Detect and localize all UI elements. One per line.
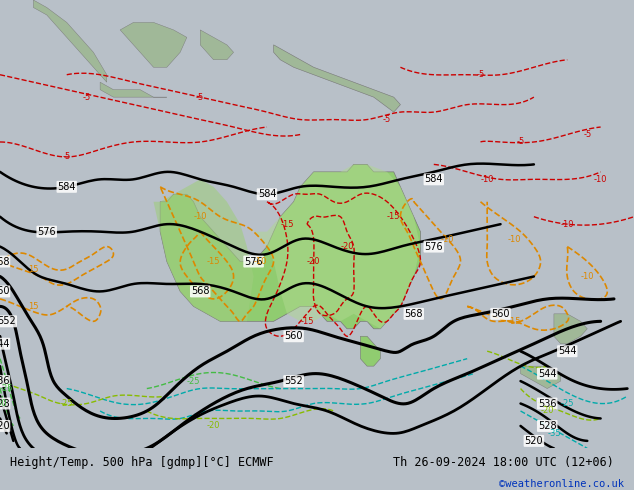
Text: -15: -15 xyxy=(301,317,314,326)
Polygon shape xyxy=(200,30,233,60)
Polygon shape xyxy=(360,336,380,366)
Text: 584: 584 xyxy=(58,182,76,192)
Text: -5: -5 xyxy=(517,138,525,147)
Text: 536: 536 xyxy=(0,376,10,386)
Text: 544: 544 xyxy=(538,368,557,379)
Polygon shape xyxy=(554,314,587,344)
Text: -5: -5 xyxy=(63,152,71,161)
Text: 560: 560 xyxy=(285,331,303,341)
Text: 552: 552 xyxy=(284,376,303,386)
Text: 560: 560 xyxy=(491,309,510,319)
Text: -10: -10 xyxy=(441,235,454,244)
Text: -20: -20 xyxy=(541,407,554,416)
Text: -10: -10 xyxy=(193,212,207,221)
Text: 536: 536 xyxy=(538,398,557,409)
Text: -15: -15 xyxy=(387,212,401,221)
Text: -20: -20 xyxy=(340,242,354,251)
Text: -15: -15 xyxy=(280,220,294,229)
Text: -10: -10 xyxy=(581,272,594,281)
Text: -35: -35 xyxy=(547,429,560,438)
Text: -5: -5 xyxy=(476,70,484,79)
Text: -10: -10 xyxy=(560,220,574,229)
Text: 568: 568 xyxy=(404,309,423,319)
Text: -5: -5 xyxy=(583,130,592,139)
Text: -20: -20 xyxy=(207,421,220,430)
Text: Th 26-09-2024 18:00 UTC (12+06): Th 26-09-2024 18:00 UTC (12+06) xyxy=(393,456,614,469)
Text: 520: 520 xyxy=(0,421,10,431)
Text: -25: -25 xyxy=(0,384,13,393)
Text: 544: 544 xyxy=(0,339,10,349)
Text: -25: -25 xyxy=(187,377,200,386)
Text: -15: -15 xyxy=(207,257,220,266)
Text: -15: -15 xyxy=(507,317,521,326)
Text: 544: 544 xyxy=(558,346,576,356)
Text: -10: -10 xyxy=(594,175,607,184)
Polygon shape xyxy=(160,165,420,329)
Text: -10: -10 xyxy=(481,175,494,184)
Text: 584: 584 xyxy=(257,189,276,199)
Text: 528: 528 xyxy=(538,421,557,431)
Polygon shape xyxy=(153,179,254,321)
Text: -10: -10 xyxy=(507,235,521,244)
Text: 528: 528 xyxy=(0,398,10,409)
Text: -10: -10 xyxy=(254,257,267,266)
Text: -5: -5 xyxy=(383,115,391,124)
Polygon shape xyxy=(521,366,560,389)
Text: 560: 560 xyxy=(0,287,10,296)
Text: 520: 520 xyxy=(524,436,543,446)
Text: ©weatheronline.co.uk: ©weatheronline.co.uk xyxy=(500,479,624,489)
Text: 584: 584 xyxy=(425,174,443,184)
Text: -25: -25 xyxy=(60,399,74,408)
Text: 15: 15 xyxy=(28,302,39,311)
Text: 576: 576 xyxy=(244,257,263,267)
Text: 568: 568 xyxy=(191,287,209,296)
Text: 576: 576 xyxy=(37,227,56,237)
Polygon shape xyxy=(34,0,107,82)
Text: 15: 15 xyxy=(28,265,39,273)
Text: -5: -5 xyxy=(82,93,91,101)
Polygon shape xyxy=(254,165,420,329)
Text: -30: -30 xyxy=(0,399,7,408)
Polygon shape xyxy=(120,23,187,67)
Text: 552: 552 xyxy=(0,317,16,326)
Text: 576: 576 xyxy=(425,242,443,251)
Polygon shape xyxy=(274,45,401,112)
Polygon shape xyxy=(100,82,167,97)
Text: Height/Temp. 500 hPa [gdmp][°C] ECMWF: Height/Temp. 500 hPa [gdmp][°C] ECMWF xyxy=(10,456,273,469)
Text: -20: -20 xyxy=(307,257,320,266)
Text: -5: -5 xyxy=(196,93,204,101)
Text: 568: 568 xyxy=(0,257,10,267)
Text: -25: -25 xyxy=(560,399,574,408)
